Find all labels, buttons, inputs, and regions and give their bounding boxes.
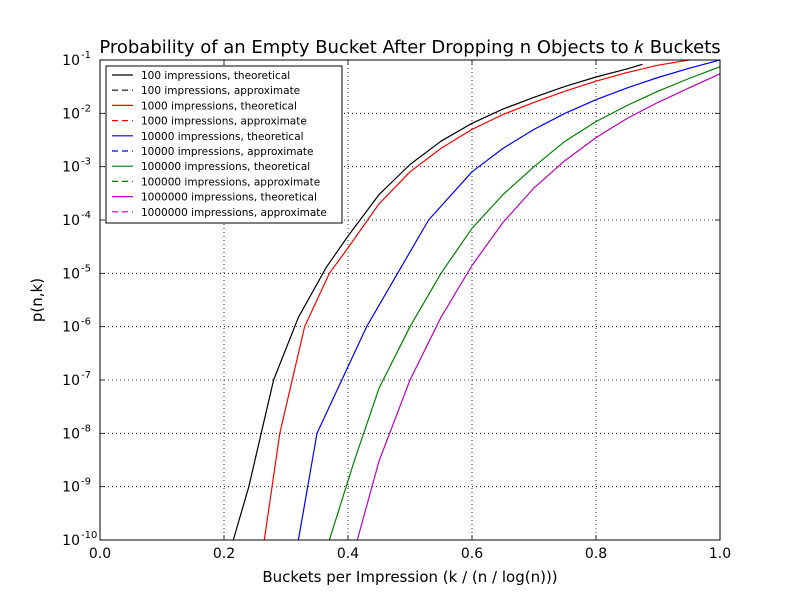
legend-label: 1000000 impressions, approximate — [141, 207, 327, 219]
chart-title: Probability of an Empty Bucket After Dro… — [99, 37, 720, 58]
plot-frame — [99, 59, 721, 541]
y-tick-label: 10 — [62, 373, 80, 389]
y-tick-exponent: -8 — [81, 423, 91, 434]
y-tick-label: 10 — [62, 106, 80, 122]
y-tick-label: 10 — [62, 426, 80, 442]
series-line-1000-impressions-theoretical — [263, 60, 690, 540]
y-tick-exponent: -6 — [81, 317, 91, 328]
y-axis-label: p(n,k) — [28, 278, 46, 322]
series-line-1000000-impressions-theoretical — [356, 73, 720, 540]
y-tick-exponent: -5 — [81, 263, 91, 274]
legend-box — [105, 65, 343, 224]
y-tick-exponent: -3 — [81, 157, 91, 168]
y-tick-label: 10 — [62, 160, 80, 176]
x-tick-label: 0.2 — [213, 546, 235, 562]
legend-label: 100000 impressions, approximate — [141, 176, 320, 188]
y-tick-label: 10 — [62, 320, 80, 336]
legend: 100 impressions, theoretical 100 impressi… — [105, 65, 343, 224]
legend-label: 1000 impressions, approximate — [141, 116, 307, 128]
legend-label: 100 impressions, theoretical — [141, 70, 290, 82]
y-tick-exponent: -1 — [81, 50, 91, 61]
legend-label: 10000 impressions, approximate — [141, 146, 314, 158]
legend-label: 1000000 impressions, theoretical — [141, 192, 317, 204]
x-tick-label: 0.6 — [461, 546, 483, 562]
y-tick-exponent: -2 — [81, 103, 91, 114]
x-tick-label: 0.8 — [585, 546, 607, 562]
x-tick-label: 1.0 — [709, 546, 731, 562]
x-tick-label: 0.4 — [337, 546, 359, 562]
y-tick-label: 10 — [62, 213, 80, 229]
y-tick-exponent: -9 — [81, 477, 91, 488]
x-tick-label: 0.0 — [89, 546, 111, 562]
y-tick-label: 10 — [62, 53, 80, 69]
legend-label: 10000 impressions, theoretical — [141, 131, 304, 143]
y-tick-label: 10 — [62, 533, 80, 549]
legend-label: 100000 impressions, theoretical — [141, 161, 310, 173]
y-tick-exponent: -4 — [81, 210, 91, 221]
x-axis-label: Buckets per Impression (k / (n / log(n))… — [262, 568, 557, 586]
series-line-10000-impressions-theoretical — [297, 60, 720, 540]
series-line-100-impressions-theoretical — [232, 63, 643, 540]
y-tick-label: 10 — [62, 480, 80, 496]
legend-label: 100 impressions, approximate — [141, 85, 300, 97]
grid — [100, 60, 720, 540]
y-tick-label: 10 — [62, 266, 80, 282]
y-tick-exponent: -7 — [81, 370, 91, 381]
legend-label: 1000 impressions, theoretical — [141, 100, 297, 112]
series-line-100000-impressions-theoretical — [328, 66, 720, 540]
series-lines — [232, 60, 720, 540]
y-tick-exponent: -10 — [81, 530, 97, 541]
